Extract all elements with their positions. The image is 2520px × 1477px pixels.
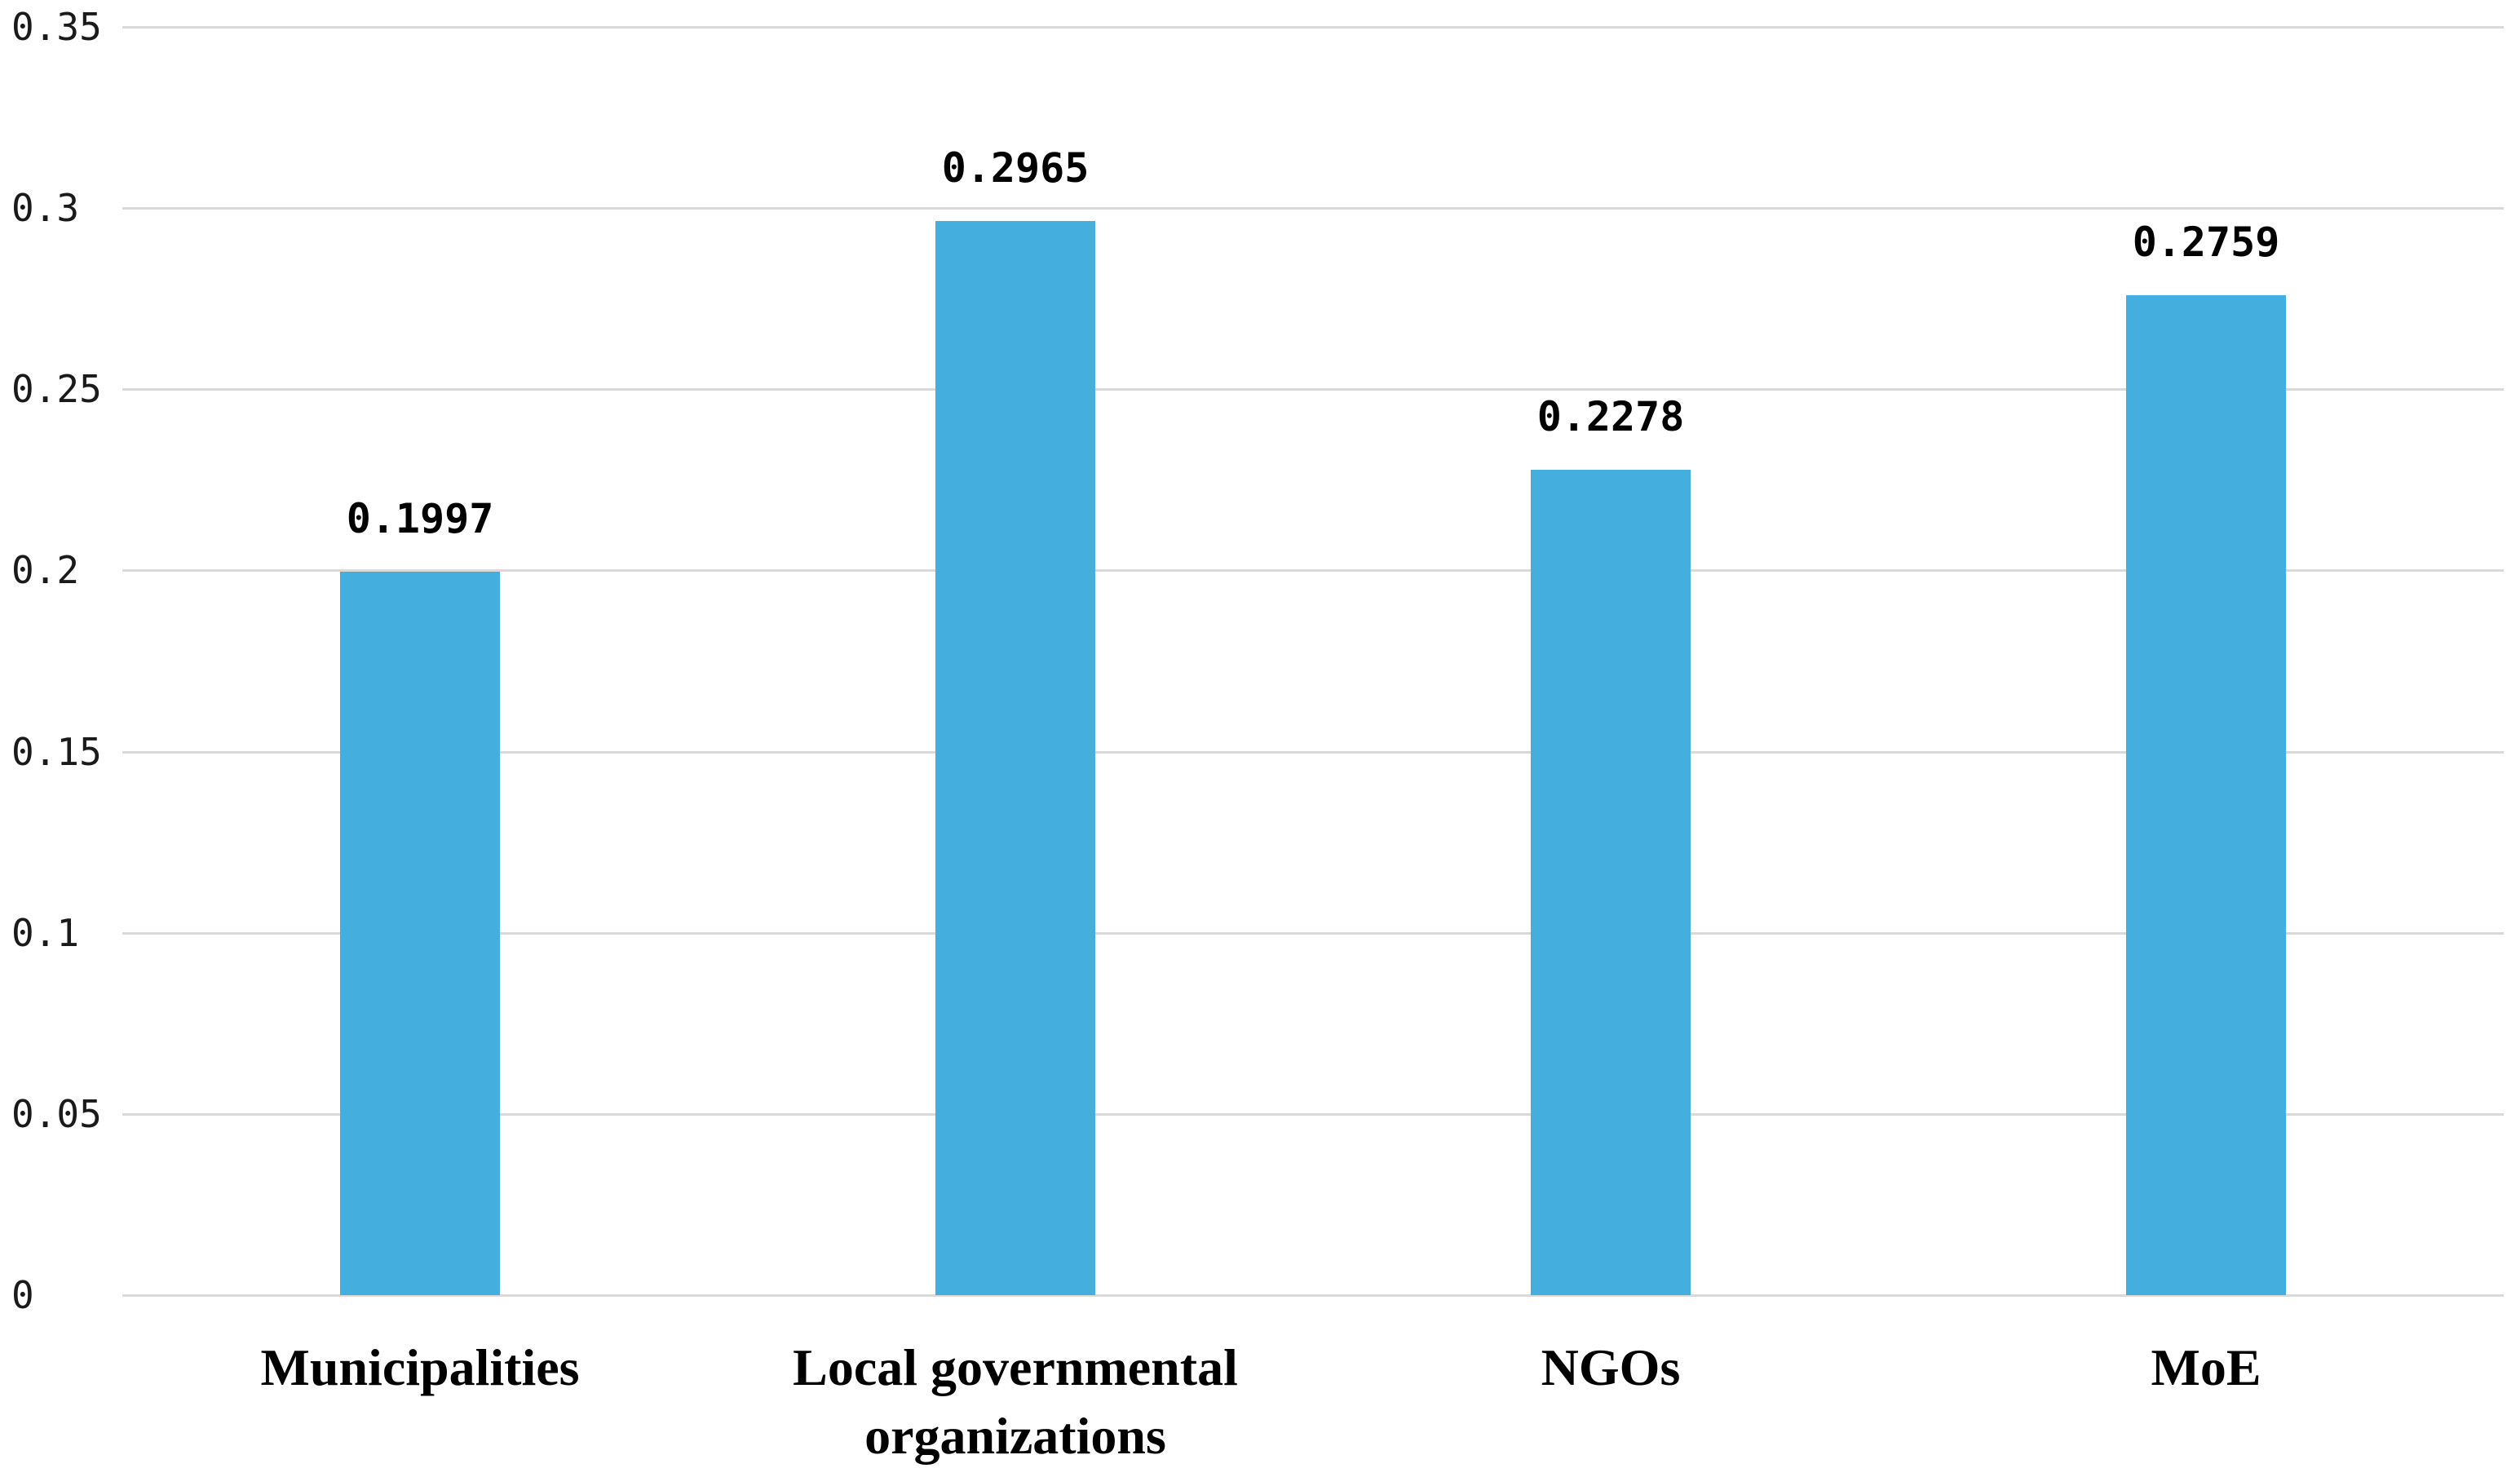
y-tick-label-0.05: 0.05 <box>11 1091 102 1136</box>
bar-value-label-1: 0.1997 <box>346 494 494 542</box>
y-tick-label-0: 0 <box>11 1273 34 1317</box>
y-tick-label-0.3: 0.3 <box>11 186 80 231</box>
bar-value-label-4: 0.2759 <box>2132 219 2280 267</box>
x-category-label-4: MoE <box>2151 1338 2261 1396</box>
gridline-y-0.05 <box>122 1112 2504 1116</box>
bar-value-label-3: 0.2278 <box>1536 392 1685 440</box>
x-category-label-3: NGOs <box>1541 1338 1681 1396</box>
y-tick-label-0.35: 0.35 <box>11 5 102 49</box>
gridline-y-0.3 <box>122 207 2504 210</box>
x-category-label-1: Municipalities <box>260 1338 580 1396</box>
y-tick-label-0.2: 0.2 <box>11 548 80 593</box>
bar-local-governmental-organizations <box>935 220 1095 1295</box>
gridline-y-0.25 <box>122 388 2504 391</box>
bar-ngos <box>1531 469 1691 1295</box>
x-category-label-2: Local governmental organizations <box>793 1338 1238 1465</box>
gridline-y-0.15 <box>122 750 2504 754</box>
gridline-y-0.2 <box>122 569 2504 573</box>
gridline-y-0.1 <box>122 931 2504 935</box>
bar-value-label-2: 0.2965 <box>941 144 1090 192</box>
bar-moe <box>2126 295 2286 1295</box>
y-tick-label-0.15: 0.15 <box>11 729 102 774</box>
bar-municipalities <box>340 571 500 1295</box>
gridline-y-0 <box>122 1294 2504 1297</box>
y-tick-label-0.1: 0.1 <box>11 910 80 955</box>
gridline-y-0.35 <box>122 26 2504 29</box>
y-tick-label-0.25: 0.25 <box>11 367 102 412</box>
